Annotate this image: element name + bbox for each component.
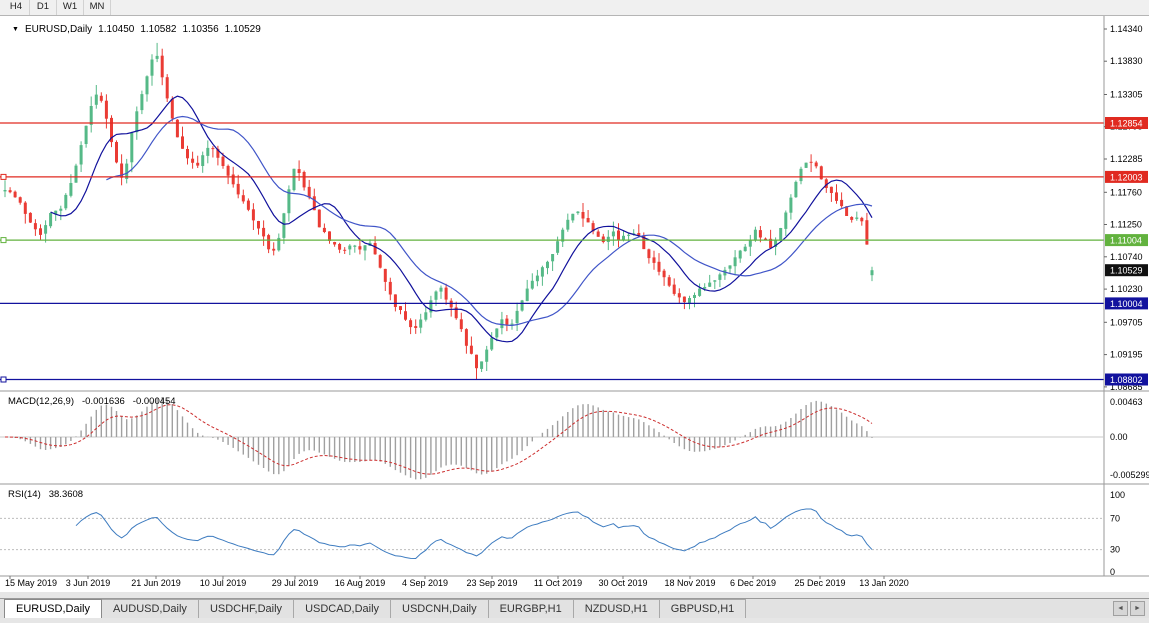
svg-text:1.12854: 1.12854 [1110,119,1143,129]
rsi-name: RSI(14) [8,489,41,500]
price-tags-layer: 1.12854 1.12003 1.11004 1.10004 1.08802 1.105… [1105,117,1148,386]
macd-main-value: -0.001636 [82,396,125,407]
svg-text:0.00463: 0.00463 [1110,397,1143,407]
rsi-line [75,508,873,560]
svg-text:15 May 2019: 15 May 2019 [5,578,57,588]
chart-title: ▼ EURUSD,Daily 1.10450 1.10582 1.10356 1… [12,24,261,35]
moving-average-slow [106,115,873,327]
moving-average-fast [50,95,873,343]
chart-tabs-bar: EURUSD,Daily AUDUSD,Daily USDCHF,Daily USDC… [0,598,1149,618]
timeframe-button-w1[interactable]: W1 [57,0,84,15]
svg-text:29 Jul 2019: 29 Jul 2019 [272,578,319,588]
chart-tab-audusd[interactable]: AUDUSD,Daily [100,599,199,618]
svg-text:3 Jun 2019: 3 Jun 2019 [66,578,111,588]
level-handle[interactable] [0,376,7,383]
level-price-tag [1105,297,1148,310]
macd-name: MACD(12,26,9) [8,396,74,407]
svg-text:1.14340: 1.14340 [1110,24,1143,34]
svg-text:30: 30 [1110,545,1120,555]
svg-text:13 Jan 2020: 13 Jan 2020 [859,578,909,588]
svg-text:1.09705: 1.09705 [1110,317,1143,327]
price-chart-canvas[interactable]: 1.143401.138301.133051.127951.122851.117… [0,16,1149,592]
macd-indicator-label: MACD(12,26,9) -0.001636 -0.000454 [8,396,176,407]
level-price-tag [1105,234,1148,247]
horizontal-levels-layer [0,122,1104,383]
ohlc-low-value: 1.10356 [182,24,219,35]
chart-tab-usdchf[interactable]: USDCHF,Daily [197,599,295,618]
svg-text:1.08802: 1.08802 [1110,375,1143,385]
timeframe-toolbar: H4 D1 W1 MN [0,0,1149,16]
svg-text:1.11760: 1.11760 [1110,187,1142,197]
svg-text:1.13830: 1.13830 [1110,56,1143,66]
current-price-tag [1105,264,1148,277]
date-axis[interactable]: 15 May 2019 3 Jun 2019 21 Jun 2019 10 Jul 2… [5,576,909,588]
svg-text:0: 0 [1110,567,1115,577]
svg-text:23 Sep 2019: 23 Sep 2019 [466,578,517,588]
chart-tab-usdcnh[interactable]: USDCNH,Daily [390,599,489,618]
svg-text:18 Nov 2019: 18 Nov 2019 [664,578,715,588]
svg-text:4 Sep 2019: 4 Sep 2019 [402,578,448,588]
ohlc-high-value: 1.10582 [140,24,177,35]
macd-signal-line [4,404,873,475]
chevron-down-icon: ▼ [12,26,19,33]
chart-symbol-label: EURUSD,Daily [24,24,93,35]
svg-text:1.08685: 1.08685 [1110,382,1143,392]
svg-text:1.10004: 1.10004 [1110,299,1143,309]
macd-signal-value: -0.000454 [132,396,176,407]
level-price-tag [1105,170,1148,183]
macd-axis: 0.00463 0.00 -0.005299 [1110,397,1149,480]
timeframe-button-mn[interactable]: MN [84,0,111,15]
rsi-value: 38.3608 [48,489,84,500]
svg-text:1.09195: 1.09195 [1110,350,1143,360]
svg-text:1.10740: 1.10740 [1110,252,1143,262]
svg-text:6 Dec 2019: 6 Dec 2019 [730,578,776,588]
svg-text:1.13305: 1.13305 [1110,90,1143,100]
svg-text:1.11250: 1.11250 [1110,220,1142,230]
chart-region[interactable]: 1.143401.138301.133051.127951.122851.117… [0,16,1149,592]
svg-text:0.00: 0.00 [1110,432,1128,442]
svg-text:70: 70 [1110,513,1120,523]
svg-text:30 Oct 2019: 30 Oct 2019 [598,578,647,588]
svg-text:1.10529: 1.10529 [1110,266,1143,276]
svg-text:-0.005299: -0.005299 [1110,470,1149,480]
chart-tab-eurgbp[interactable]: EURGBP,H1 [487,599,574,618]
level-price-tag [1105,373,1148,386]
macd-layer [0,397,1104,480]
timeframe-button-h4[interactable]: H4 [3,0,30,15]
rsi-axis: 100 70 30 0 [1110,490,1125,577]
svg-text:100: 100 [1110,490,1125,500]
svg-text:21 Jun 2019: 21 Jun 2019 [131,578,181,588]
svg-text:1.12003: 1.12003 [1110,172,1143,182]
level-handle[interactable] [0,173,7,180]
tab-scroll-left-button[interactable]: ◄ [1113,601,1128,616]
timeframe-button-d1[interactable]: D1 [30,0,57,15]
chart-tab-usdcad[interactable]: USDCAD,Daily [293,599,392,618]
ohlc-open-value: 1.10450 [98,24,135,35]
svg-text:25 Dec 2019: 25 Dec 2019 [794,578,845,588]
svg-text:10 Jul 2019: 10 Jul 2019 [200,578,247,588]
chart-tab-gbpusd[interactable]: GBPUSD,H1 [658,599,747,618]
rsi-indicator-label: RSI(14) 38.3608 [8,489,83,500]
svg-text:1.11004: 1.11004 [1110,236,1142,246]
chart-tab-eurusd[interactable]: EURUSD,Daily [4,599,102,618]
rsi-layer [0,508,1104,560]
svg-text:11 Oct 2019: 11 Oct 2019 [534,578,582,588]
level-price-tag [1105,117,1148,129]
chart-tab-nzdusd[interactable]: NZDUSD,H1 [572,599,660,618]
level-handle[interactable] [0,237,7,244]
tab-scroll-right-button[interactable]: ► [1130,601,1145,616]
tab-scroll-controls: ◄ ► [1111,601,1145,616]
ohlc-close-value: 1.10529 [224,24,261,35]
svg-text:16 Aug 2019: 16 Aug 2019 [335,578,386,588]
svg-text:1.10230: 1.10230 [1110,284,1143,294]
svg-text:1.12285: 1.12285 [1110,154,1143,164]
